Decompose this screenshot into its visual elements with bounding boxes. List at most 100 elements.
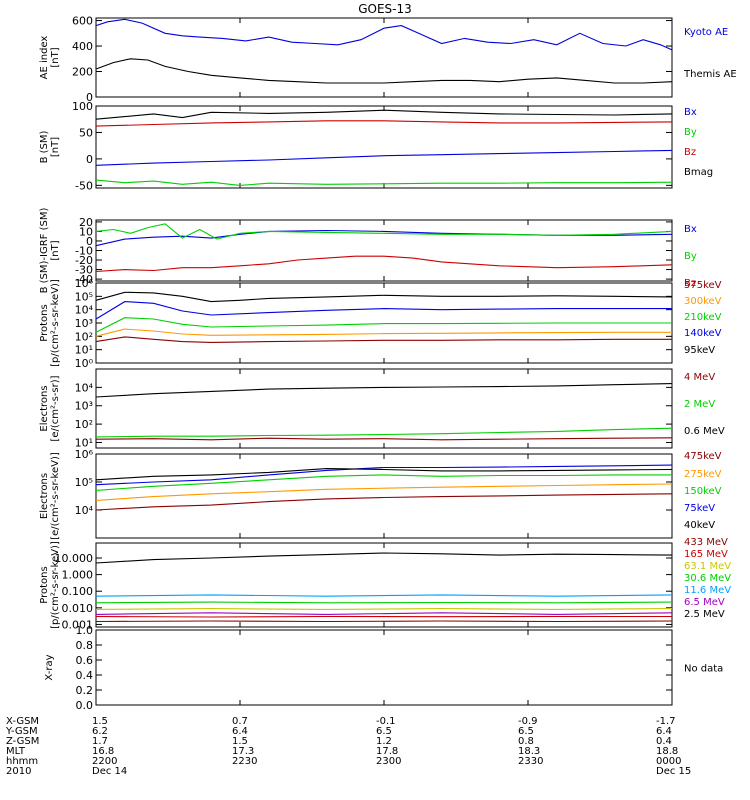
y-tick-label: 10⁶ xyxy=(75,277,94,290)
y-axis-label: [p/(cm²-s-sr-keV)] xyxy=(50,541,61,629)
legend-entry: 30.6 MeV xyxy=(684,573,731,584)
panel-electrons_kev: 10⁴ 10⁵ 10⁶ Electrons [e/(cm²-s-sr-keV)] 475k… xyxy=(39,448,722,540)
y-tick-label: 10³ xyxy=(75,317,93,330)
legend-entry: By xyxy=(684,251,697,262)
panel-ae: 0 200 400 600 AE index [nT] Kyoto AE Themis AE xyxy=(39,15,737,104)
legend-entry: 165 MeV xyxy=(684,549,728,560)
series-line-themis-ae xyxy=(95,58,673,84)
legend-entry: 433 MeV xyxy=(684,537,728,548)
legend-entry: Bz xyxy=(684,278,696,289)
legend-entry: 75keV xyxy=(684,503,715,514)
y-tick-label: 0.8 xyxy=(76,639,94,652)
y-tick-label: 10⁵ xyxy=(75,476,93,489)
footer-cell: Dec 14 xyxy=(92,766,128,777)
series-line-by xyxy=(95,179,673,186)
y-tick-label: 10¹ xyxy=(75,436,93,449)
y-axis-label: [nT] xyxy=(50,137,61,157)
y-tick-label: 50 xyxy=(79,126,93,139)
y-tick-label: 0 xyxy=(86,153,93,166)
panel-xray: 0.0 0.2 0.4 0.6 0.8 1.0 X-ray No data xyxy=(44,624,723,712)
series-line-6.5-mev xyxy=(95,612,673,615)
series-line-165-mev xyxy=(95,615,672,618)
y-tick-label: 0.2 xyxy=(76,684,94,697)
legend-entry: 95keV xyxy=(684,345,715,356)
series-line-2-mev xyxy=(95,427,673,438)
y-tick-label: 10⁴ xyxy=(75,504,94,517)
y-tick-label: 10 xyxy=(79,225,93,238)
y-tick-label: 0.001 xyxy=(62,618,94,631)
footer-row-label: hhmm xyxy=(6,756,39,767)
footer-cell: 16.8 xyxy=(92,746,115,757)
y-axis-label: Protons xyxy=(39,304,50,341)
y-tick-label: 10⁰ xyxy=(75,357,94,370)
legend-entry: 0.6 MeV xyxy=(684,426,725,437)
series-line-300kev xyxy=(95,328,672,337)
series-line-95kev xyxy=(95,291,673,303)
series-line-140kev xyxy=(95,301,672,320)
y-axis-label: [e/(cm²-s-sr-keV)] xyxy=(50,452,61,540)
series-line-433-mev xyxy=(95,620,673,623)
series-line-30.6-mev xyxy=(95,601,673,604)
panel-frame xyxy=(95,219,673,282)
footer-cell: 2300 xyxy=(376,756,402,767)
legend-entry: Bz xyxy=(684,147,696,158)
y-tick-label: 0 xyxy=(86,235,93,248)
series-line-11.6-mev xyxy=(95,594,673,597)
panel-protons_mev: 0.001 0.010 0.100 1.000 10.000 Protons [p/(cm²… xyxy=(39,537,731,631)
footer-cell: 2200 xyxy=(92,756,118,767)
legend-entry: 140keV xyxy=(684,328,722,339)
footer-cell: 1.2 xyxy=(376,736,392,747)
y-tick-label: -50 xyxy=(75,179,93,192)
y-tick-label: 600 xyxy=(72,15,93,28)
y-tick-label: 20 xyxy=(79,216,93,229)
y-tick-label: 10⁶ xyxy=(75,448,94,461)
series-line-by xyxy=(95,223,673,240)
panel-electrons_mev: 10¹ 10² 10³ 10⁴ Electrons [e/(cm²-s-sr)] 4 MeV… xyxy=(39,368,725,449)
footer-cell: Dec 15 xyxy=(656,766,692,777)
y-tick-label: 10¹ xyxy=(75,344,93,357)
y-tick-label: 0.4 xyxy=(76,669,94,682)
panel-frame xyxy=(95,17,673,98)
series-line-275kev xyxy=(95,483,673,501)
y-tick-label: 0 xyxy=(86,91,93,104)
panel-b_sm: -50 0 50 100 B (SM) [nT] Bx By Bz Bmag xyxy=(39,100,713,192)
footer-row-label: 2010 xyxy=(6,766,32,777)
series-line-150kev xyxy=(95,474,672,491)
y-tick-label: 10³ xyxy=(75,400,93,413)
y-tick-label: 100 xyxy=(72,100,93,113)
legend-entry: 4 MeV xyxy=(684,372,715,383)
series-line-bz xyxy=(95,120,673,127)
legend-entry: Kyoto AE xyxy=(684,27,728,38)
series-line-475kev xyxy=(95,493,673,511)
footer-cell: 0.7 xyxy=(232,716,248,727)
series-line-40kev xyxy=(95,468,673,481)
legend-entry: 63.1 MeV xyxy=(684,561,731,572)
y-axis-label: [p/(cm²-s-sr-keV)] xyxy=(50,279,61,367)
legend-entry: By xyxy=(684,127,697,138)
series-line-575kev xyxy=(95,336,672,343)
footer-row-label: X-GSM xyxy=(6,716,40,727)
y-tick-label: 10.000 xyxy=(55,552,94,565)
footer-cell: 0000 xyxy=(656,756,682,767)
y-tick-label: 400 xyxy=(72,40,93,53)
y-tick-label: -10 xyxy=(75,245,93,258)
legend-entry: Themis AE xyxy=(683,69,737,80)
y-axis-label: Electrons xyxy=(39,385,50,431)
footer-cell: 6.2 xyxy=(92,726,108,737)
y-tick-label: 0.0 xyxy=(76,699,94,712)
footer-row-label: Y-GSM xyxy=(6,726,38,737)
footer-cell: 1.5 xyxy=(92,716,108,727)
y-axis-label: [nT] xyxy=(50,240,61,260)
y-tick-label: 10⁴ xyxy=(75,304,94,317)
y-tick-label: 10⁴ xyxy=(75,381,94,394)
y-tick-label: -20 xyxy=(75,254,93,267)
y-tick-label: 200 xyxy=(72,66,93,79)
footer-cell: 17.8 xyxy=(376,746,399,757)
y-tick-label: 0.010 xyxy=(62,602,94,615)
y-tick-label: -30 xyxy=(75,264,93,277)
footer-row-label: MLT xyxy=(6,746,25,757)
chart-title: GOES-13 xyxy=(358,2,412,16)
series-line-0.6-mev xyxy=(95,383,673,398)
legend-entry: Bx xyxy=(684,107,697,118)
